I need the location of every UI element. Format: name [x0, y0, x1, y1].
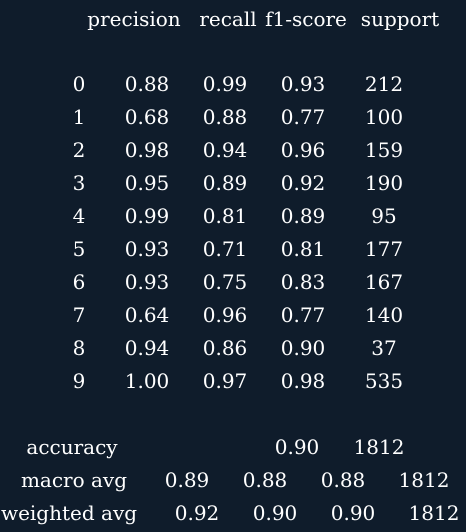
- row-support: 167: [364, 270, 404, 294]
- row-f1: 0.93: [280, 72, 326, 96]
- macro-avg-precision: 0.89: [164, 468, 210, 492]
- row-precision: 0.93: [124, 270, 170, 294]
- row-f1: 0.77: [280, 105, 326, 129]
- row-f1: 0.81: [280, 237, 326, 261]
- row-precision: 0.68: [124, 105, 170, 129]
- row-precision: 0.94: [124, 336, 170, 360]
- header-precision: precision: [87, 7, 181, 31]
- row-recall: 0.96: [202, 303, 248, 327]
- row-recall: 0.88: [202, 105, 248, 129]
- row-recall: 0.94: [202, 138, 248, 162]
- row-f1: 0.83: [280, 270, 326, 294]
- row-f1: 0.92: [280, 171, 326, 195]
- row-support: 100: [364, 105, 404, 129]
- header-f1-score: f1-score: [265, 7, 347, 31]
- row-label: 8: [72, 336, 86, 360]
- row-recall: 0.99: [202, 72, 248, 96]
- row-support: 177: [364, 237, 404, 261]
- row-label: 2: [72, 138, 86, 162]
- accuracy-value: 0.90: [274, 435, 320, 459]
- row-support: 212: [364, 72, 404, 96]
- weighted-avg-f1: 0.90: [330, 501, 376, 525]
- row-label: 0: [72, 72, 86, 96]
- row-recall: 0.75: [202, 270, 248, 294]
- row-label: 7: [72, 303, 86, 327]
- accuracy-label: accuracy: [26, 435, 118, 459]
- accuracy-support: 1812: [353, 435, 405, 459]
- row-support: 535: [364, 369, 404, 393]
- row-f1: 0.90: [280, 336, 326, 360]
- row-support: 159: [364, 138, 404, 162]
- weighted-avg-support: 1812: [408, 501, 460, 525]
- row-recall: 0.71: [202, 237, 248, 261]
- header-support: support: [360, 7, 440, 31]
- row-recall: 0.89: [202, 171, 248, 195]
- row-support: 95: [371, 204, 397, 228]
- row-precision: 0.88: [124, 72, 170, 96]
- row-precision: 0.98: [124, 138, 170, 162]
- row-f1: 0.96: [280, 138, 326, 162]
- macro-avg-recall: 0.88: [242, 468, 288, 492]
- row-recall: 0.97: [202, 369, 248, 393]
- row-label: 5: [72, 237, 86, 261]
- row-label: 3: [72, 171, 86, 195]
- weighted-avg-recall: 0.90: [252, 501, 298, 525]
- row-label: 4: [72, 204, 86, 228]
- macro-avg-f1: 0.88: [320, 468, 366, 492]
- row-support: 37: [371, 336, 397, 360]
- row-f1: 0.77: [280, 303, 326, 327]
- row-f1: 0.98: [280, 369, 326, 393]
- row-precision: 1.00: [124, 369, 170, 393]
- macro-avg-label: macro avg: [20, 468, 128, 492]
- header-recall: recall: [199, 7, 257, 31]
- row-precision: 0.93: [124, 237, 170, 261]
- row-recall: 0.81: [202, 204, 248, 228]
- row-support: 140: [364, 303, 404, 327]
- row-f1: 0.89: [280, 204, 326, 228]
- weighted-avg-precision: 0.92: [174, 501, 220, 525]
- row-precision: 0.95: [124, 171, 170, 195]
- row-label: 6: [72, 270, 86, 294]
- row-support: 190: [364, 171, 404, 195]
- row-precision: 0.64: [124, 303, 170, 327]
- row-precision: 0.99: [124, 204, 170, 228]
- macro-avg-support: 1812: [398, 468, 450, 492]
- row-label: 1: [72, 105, 86, 129]
- row-label: 9: [72, 369, 86, 393]
- weighted-avg-label: weighted avg: [0, 501, 138, 525]
- row-recall: 0.86: [202, 336, 248, 360]
